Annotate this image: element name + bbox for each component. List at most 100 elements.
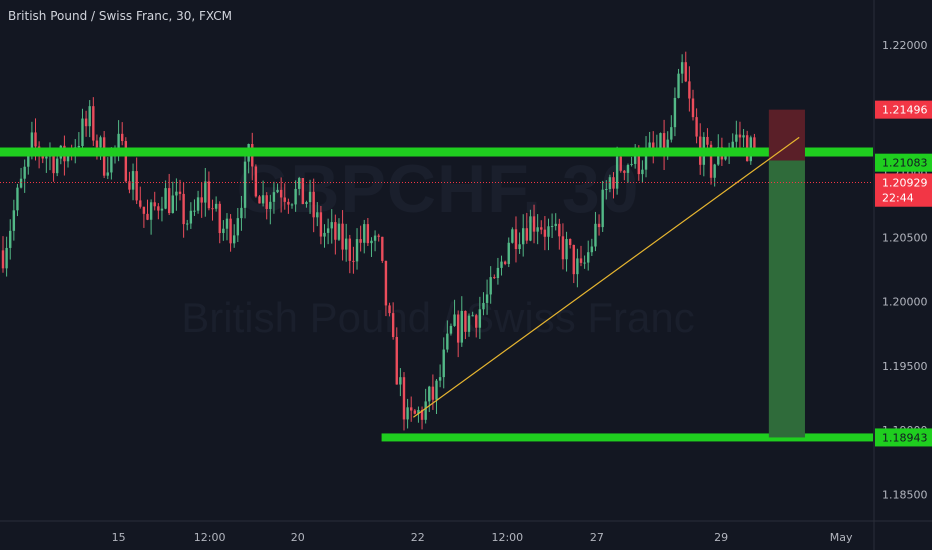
candle-body [684, 62, 687, 82]
candle-body [399, 377, 402, 385]
candle-body [316, 212, 319, 218]
candle-body [92, 106, 95, 141]
candle-body [81, 118, 84, 147]
price-label-entry [875, 153, 932, 172]
candle-body [615, 156, 619, 189]
resistance-level-line [0, 147, 873, 157]
candle-body [619, 156, 622, 171]
candle-body [233, 235, 236, 244]
candle-body [485, 294, 489, 303]
candle-body [352, 260, 355, 262]
candle-body [294, 188, 297, 205]
price-label-text: 1.20929 [882, 176, 928, 189]
candle-body [240, 207, 243, 219]
candle-body [348, 238, 351, 261]
price-label-target [875, 428, 932, 447]
candle-body [19, 178, 23, 188]
candle-body [279, 189, 283, 198]
candle-body [522, 228, 525, 245]
candle-body [630, 163, 633, 165]
candle-body [269, 201, 272, 209]
candle-body [225, 218, 229, 229]
candle-body [276, 189, 279, 193]
candle-body [178, 191, 182, 194]
candle-body [475, 315, 478, 328]
target-level-line [381, 433, 873, 442]
candle-body [330, 222, 333, 229]
candle-body [529, 216, 532, 241]
candle-body [308, 191, 312, 203]
x-tick-label: 22 [411, 531, 425, 544]
candle-body [366, 224, 370, 244]
candle-body [673, 97, 677, 128]
candle-body [337, 223, 341, 240]
candle-body [738, 134, 742, 138]
candle-body [417, 410, 420, 414]
candle-body [27, 149, 30, 167]
candle-body [507, 242, 510, 264]
candle-body [9, 230, 12, 248]
candle-body [659, 133, 662, 150]
candle-body [594, 223, 597, 247]
candle-body [182, 193, 185, 225]
candle-body [110, 149, 113, 173]
candle-body [590, 246, 594, 253]
candle-body [355, 239, 359, 262]
candle-body [579, 258, 583, 263]
x-tick-label: 12:00 [491, 531, 523, 544]
ascending-trendline [413, 136, 800, 418]
candle-body [424, 401, 427, 420]
candle-body [713, 164, 716, 178]
candle-body [290, 204, 294, 206]
candle-body [261, 195, 265, 204]
candle-body [211, 208, 214, 210]
candle-body [77, 146, 81, 148]
candle-body [207, 181, 211, 209]
candle-body [200, 197, 203, 203]
x-tick-label: 29 [714, 531, 728, 544]
x-tick-label: 15 [112, 531, 126, 544]
candle-body [131, 171, 135, 190]
candle-body [344, 238, 348, 250]
price-label-text: 1.18943 [882, 431, 928, 444]
candle-body [52, 153, 55, 174]
candle-body [428, 386, 431, 402]
candle-body [391, 313, 395, 338]
candle-body [724, 154, 727, 160]
candle-body [153, 202, 156, 207]
candle-body [196, 197, 200, 211]
y-tick-label: 1.20500 [882, 232, 928, 245]
candle-body [406, 407, 409, 420]
candle-body [532, 216, 536, 232]
candle-body [536, 227, 539, 232]
y-tick-label: 1.18500 [882, 488, 928, 501]
candle-body [135, 171, 138, 201]
candle-body [623, 170, 626, 173]
candle-body [525, 228, 529, 241]
candle-body [139, 200, 142, 207]
candle-body [171, 195, 174, 214]
price-label-stop [875, 100, 932, 119]
price-label-text: 1.21083 [882, 157, 928, 170]
candle-body [323, 232, 326, 237]
candle-body [601, 189, 604, 228]
candle-body [554, 223, 557, 227]
candle-body [23, 166, 26, 179]
candle-body [677, 73, 680, 98]
candle-body [442, 349, 445, 378]
candle-body [377, 235, 380, 237]
candle-body [742, 135, 745, 138]
candle-body [518, 244, 521, 250]
y-tick-label: 1.22000 [882, 39, 928, 52]
candle-body [435, 380, 438, 400]
candle-body [312, 191, 315, 218]
candle-body [605, 188, 608, 190]
candle-body [691, 98, 695, 118]
y-tick-label: 1.19500 [882, 360, 928, 373]
x-tick-label: 20 [291, 531, 305, 544]
candle-body [464, 310, 467, 332]
candle-body [272, 192, 276, 202]
candle-body [395, 337, 398, 385]
